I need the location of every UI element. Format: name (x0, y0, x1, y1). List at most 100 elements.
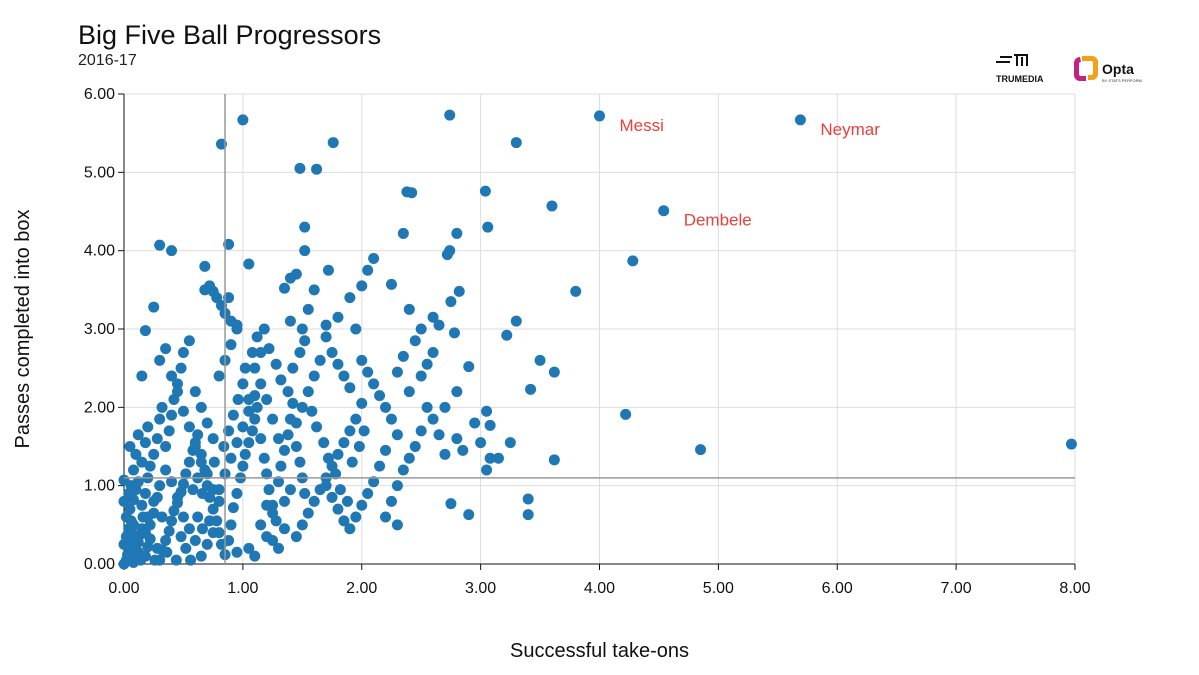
data-point (136, 456, 148, 468)
data-point (208, 456, 220, 468)
data-point (451, 433, 463, 445)
data-point (421, 358, 433, 370)
data-point (570, 285, 582, 297)
data-point (161, 546, 173, 558)
data-point (261, 394, 273, 405)
data-point (225, 452, 237, 464)
data-point (320, 319, 332, 331)
data-point (239, 448, 251, 460)
data-point (195, 401, 207, 413)
data-point (232, 394, 244, 405)
data-point (332, 448, 344, 460)
data-point (338, 437, 350, 449)
data-point (409, 441, 421, 452)
trumedia-text: TRUMEDIA (996, 74, 1044, 84)
data-point (243, 258, 255, 270)
data-point (296, 401, 308, 413)
data-point (192, 511, 204, 523)
data-point (273, 433, 285, 445)
data-point (261, 499, 273, 511)
data-point (166, 476, 178, 488)
data-point (314, 354, 326, 366)
data-point (124, 441, 136, 452)
data-point (294, 456, 306, 468)
data-point (166, 409, 178, 421)
data-point (380, 444, 392, 456)
data-point (308, 495, 320, 507)
data-point (237, 378, 249, 390)
data-point (231, 319, 243, 331)
data-point (142, 421, 154, 433)
data-point (327, 137, 339, 149)
data-point (183, 421, 195, 433)
data-point (311, 421, 323, 433)
data-point (267, 507, 279, 519)
data-point (344, 523, 356, 535)
data-point (139, 437, 151, 449)
data-point (391, 366, 403, 378)
data-point (225, 339, 237, 351)
data-point (196, 488, 208, 499)
data-point (258, 323, 270, 335)
data-point (362, 488, 374, 499)
data-point (356, 280, 368, 292)
data-point (510, 137, 522, 149)
data-point (261, 468, 273, 480)
data-point (187, 484, 199, 496)
data-point (332, 311, 344, 323)
data-point (267, 535, 279, 546)
data-point (204, 515, 216, 527)
data-point (171, 491, 183, 503)
data-point (403, 386, 415, 398)
y-tick-label: 5.00 (84, 164, 115, 181)
data-point (318, 437, 330, 449)
data-point (249, 413, 261, 425)
data-point (136, 499, 148, 511)
data-point (148, 495, 160, 507)
data-point (627, 255, 639, 267)
data-point (492, 452, 504, 464)
data-point (170, 554, 182, 566)
data-point (433, 429, 445, 441)
data-point (522, 493, 534, 505)
y-tick-label: 6.00 (84, 86, 115, 103)
data-point (501, 329, 513, 341)
data-point (171, 378, 183, 390)
x-tick-label: 1.00 (227, 580, 258, 597)
data-point (534, 354, 546, 366)
data-point (484, 419, 496, 431)
data-point (251, 401, 263, 413)
data-point (374, 390, 386, 402)
data-point (322, 264, 334, 276)
data-point (481, 405, 493, 417)
data-point (278, 444, 290, 456)
data-point (344, 292, 356, 304)
data-point (350, 511, 362, 523)
data-point (385, 413, 397, 425)
data-point (213, 484, 225, 496)
data-point (658, 205, 670, 217)
data-point (344, 382, 356, 394)
data-point (251, 331, 263, 343)
data-point (213, 495, 225, 507)
data-point (296, 323, 308, 335)
data-point (403, 303, 415, 315)
data-point (409, 335, 421, 347)
data-point (391, 480, 403, 492)
data-point (175, 362, 187, 374)
data-point (299, 488, 311, 499)
data-point (278, 523, 290, 535)
data-point (154, 354, 166, 366)
data-point (332, 358, 344, 370)
data-point (215, 138, 227, 150)
data-point (620, 408, 632, 420)
data-point (284, 315, 296, 327)
data-point (368, 253, 380, 264)
data-point (353, 441, 365, 452)
data-point (183, 456, 195, 468)
data-point (177, 405, 189, 417)
data-point (237, 460, 249, 472)
data-point (128, 464, 140, 476)
data-point (362, 264, 374, 276)
